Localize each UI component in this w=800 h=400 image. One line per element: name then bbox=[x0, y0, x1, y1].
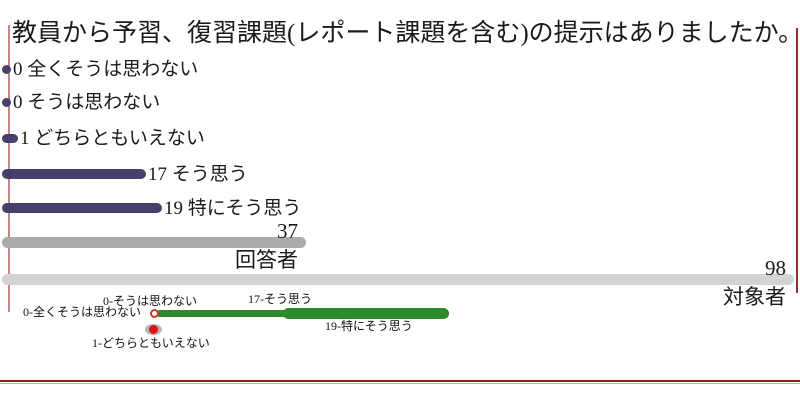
overlay-label-agree: 17-そう思う bbox=[248, 292, 312, 306]
bar-label-4: 19 特にそう思う bbox=[164, 198, 302, 219]
bar-value-6: 98 bbox=[765, 256, 786, 280]
bar-1 bbox=[2, 97, 11, 107]
bar-label-2: 1 どちらともいえない bbox=[20, 128, 205, 149]
bar-label-1: 0 そうは思わない bbox=[13, 92, 161, 113]
bar-label-0: 0 全くそうは思わない bbox=[13, 59, 199, 80]
overlay-label-strongly-agree: 19-特にそう思う bbox=[325, 319, 413, 333]
bar-label-3: 17 そう思う bbox=[148, 164, 248, 185]
bar-2 bbox=[2, 133, 18, 143]
bar-3 bbox=[2, 169, 146, 179]
left-axis-line bbox=[8, 25, 10, 312]
overlay-green-line-strongly-agree bbox=[283, 308, 449, 319]
overlay-label-strongly-disagree: 0-全くそうは思わない bbox=[23, 305, 141, 319]
bar-value-5: 37 bbox=[277, 219, 298, 243]
bottom-rule bbox=[0, 380, 800, 382]
overlay-label-disagree: 0-そうは思わない bbox=[103, 294, 197, 308]
overlay-marker-dot bbox=[149, 325, 158, 334]
bar-4 bbox=[2, 203, 162, 213]
bottom-rule-shadow bbox=[0, 383, 800, 384]
overlay-label-neutral: 1-どちらともいえない bbox=[92, 336, 210, 350]
overlay-marker-ring bbox=[150, 309, 159, 318]
bar-6 bbox=[2, 273, 794, 285]
bar-name-5: 回答者 bbox=[235, 248, 298, 272]
bar-0 bbox=[2, 64, 11, 74]
bar-name-6: 対象者 bbox=[723, 285, 786, 309]
bar-5 bbox=[2, 236, 306, 248]
right-border-line bbox=[796, 28, 798, 293]
chart-title: 教員から予習、復習課題(レポート課題を含む)の提示はありましたか。 bbox=[12, 20, 800, 47]
